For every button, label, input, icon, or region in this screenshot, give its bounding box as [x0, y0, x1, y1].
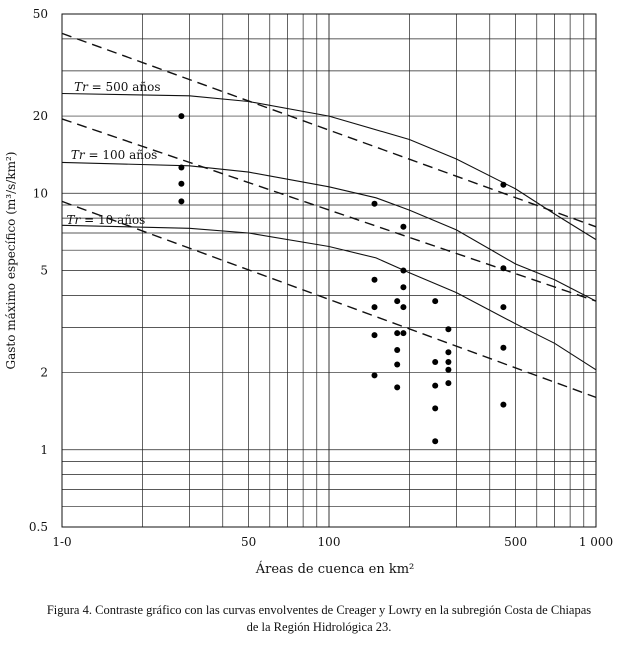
data-point	[371, 304, 378, 311]
data-point	[400, 330, 407, 337]
data-point	[178, 164, 185, 171]
plot-frame	[61, 13, 597, 528]
y-tick-label: 1	[40, 443, 48, 457]
lowry-curve	[61, 224, 597, 371]
lowry-curve	[61, 161, 597, 302]
data-point	[394, 361, 401, 368]
tr-annotation: Tr = 500 años	[74, 80, 160, 94]
y-tick-label: 20	[33, 109, 48, 123]
data-point	[394, 330, 401, 337]
data-point	[371, 200, 378, 207]
tr-annotation-symbol: Tr	[67, 213, 82, 227]
data-point	[500, 401, 507, 408]
data-point	[371, 276, 378, 283]
x-tick-label: 50	[241, 535, 256, 549]
x-tick-label: 1-0	[52, 535, 71, 549]
creager-curve	[61, 118, 597, 302]
data-point	[500, 181, 507, 188]
data-point	[178, 113, 185, 120]
data-point	[432, 298, 439, 305]
data-point	[400, 284, 407, 291]
data-point	[394, 384, 401, 391]
tr-annotation-value: = 10 años	[80, 213, 145, 227]
data-point	[178, 180, 185, 187]
data-point	[178, 198, 185, 205]
tr-annotation-value: = 500 años	[88, 80, 161, 94]
data-point	[400, 267, 407, 274]
data-point	[432, 359, 439, 365]
tr-annotation-symbol: Tr	[71, 148, 86, 162]
data-point	[394, 298, 401, 305]
y-tick-label: 50	[33, 7, 48, 21]
x-tick-label: 100	[318, 535, 341, 549]
data-point	[445, 326, 452, 333]
data-point	[394, 347, 401, 353]
data-point	[432, 382, 439, 389]
figure-caption: Figura 4. Contraste gráfico con las curv…	[0, 602, 638, 636]
data-point	[500, 344, 507, 351]
data-point	[500, 265, 507, 272]
data-point	[432, 438, 439, 445]
data-point	[400, 223, 407, 230]
x-axis-label: Áreas de cuenca en km²	[255, 561, 415, 577]
data-point	[445, 349, 452, 356]
data-point	[432, 405, 439, 412]
creager-curve	[61, 32, 597, 228]
tr-annotation-symbol: Tr	[74, 80, 89, 94]
tr-annotation-value: = 100 años	[85, 148, 158, 162]
y-axis-label: Gasto máximo específico (m³/s/km²)	[4, 152, 18, 370]
x-tick-label: 1 000	[579, 535, 613, 549]
lowry-curve	[61, 92, 597, 241]
y-tick-label: 2	[40, 366, 48, 380]
data-point	[400, 304, 407, 311]
data-point	[445, 366, 452, 373]
data-point	[500, 304, 507, 311]
data-point	[445, 380, 452, 387]
y-tick-label: 5	[40, 264, 48, 278]
tr-annotation: Tr = 10 años	[67, 213, 146, 227]
data-point	[371, 372, 378, 379]
y-tick-label: 10	[33, 186, 48, 200]
caption-line-1: Figura 4. Contraste gráfico con las curv…	[46, 603, 592, 617]
chart: 1-0 50 100 500 1 000 0.5 1 2 5 10 20 50 Áreas de cue…	[4, 7, 613, 577]
data-point	[371, 332, 378, 339]
caption-line-2: de la Región Hidrológica 23.	[246, 620, 392, 634]
tr-annotation: Tr = 100 años	[71, 148, 157, 162]
y-tick-label: 0.5	[29, 520, 48, 534]
data-point	[445, 359, 452, 365]
x-tick-label: 500	[504, 535, 527, 549]
